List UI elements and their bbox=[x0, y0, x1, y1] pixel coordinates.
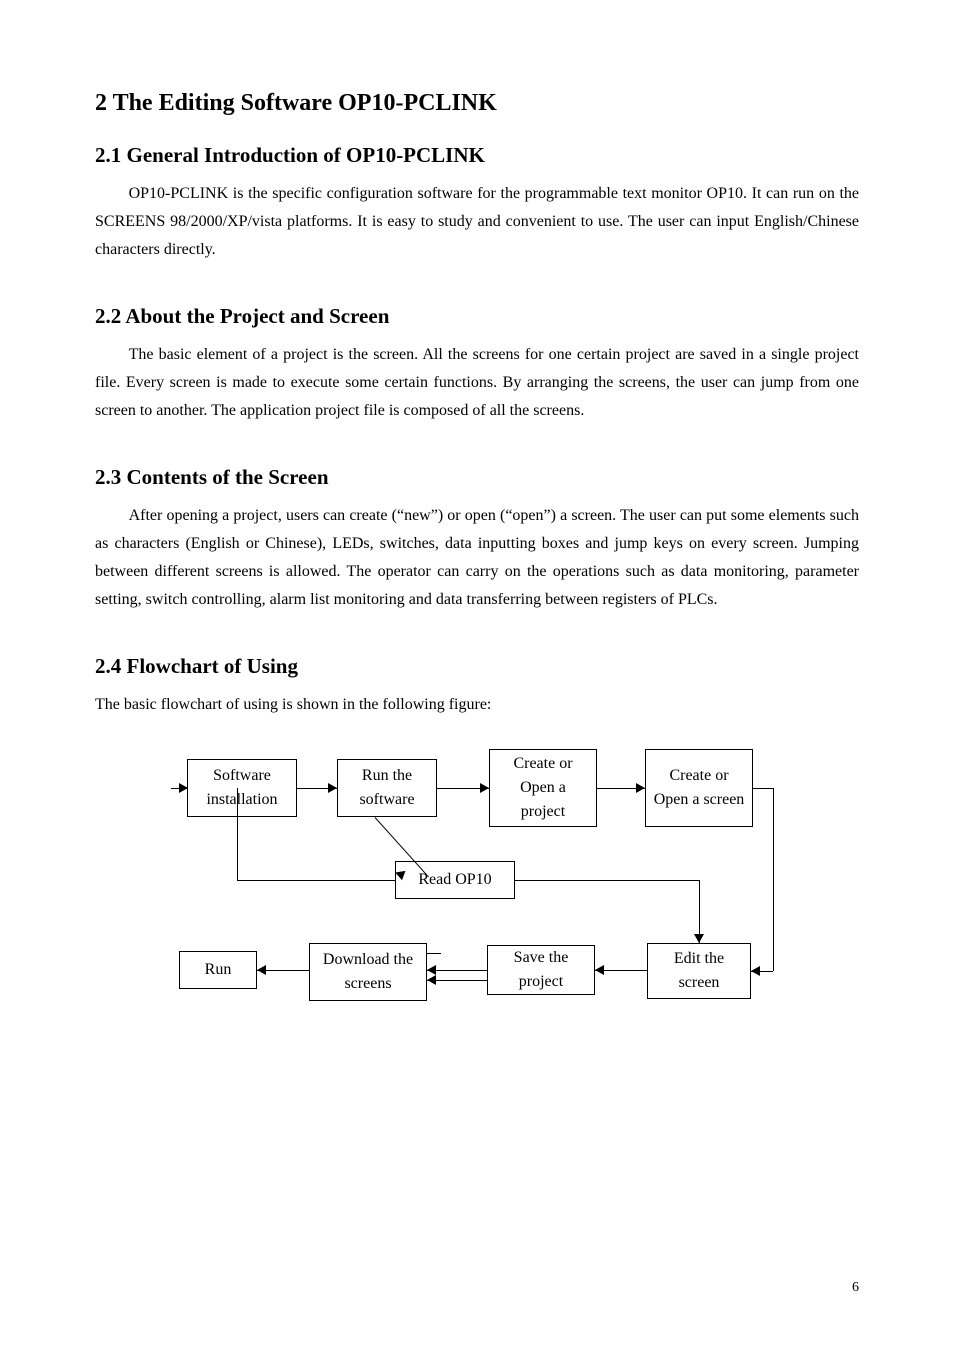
flow-node-save-project: Save the project bbox=[487, 945, 595, 995]
flow-node-create-open-project: Create or Open a project bbox=[489, 749, 597, 827]
flow-edge-n8-n7-b bbox=[427, 980, 487, 981]
section-2-4-heading: 2.4 Flowchart of Using bbox=[95, 654, 859, 679]
flow-edge-n5-up bbox=[237, 788, 238, 880]
page-number: 6 bbox=[852, 1280, 859, 1296]
flow-arrowhead-n7-n6 bbox=[257, 965, 266, 975]
flow-node-read-op10: Read OP10 bbox=[395, 861, 515, 899]
flow-node-create-open-screen: Create or Open a screen bbox=[645, 749, 753, 827]
flow-arrowhead-n8-n7-b bbox=[427, 975, 436, 985]
flow-node-software-installation: Software installation bbox=[187, 759, 297, 817]
flow-arrowhead-n1-n2 bbox=[328, 783, 337, 793]
flow-node-run-software: Run the software bbox=[337, 759, 437, 817]
flow-edge-n7-stub bbox=[427, 953, 441, 954]
flow-arrowhead-n2-n3 bbox=[480, 783, 489, 793]
flow-arrowhead-n3-n4 bbox=[636, 783, 645, 793]
flow-arrowhead-n8-n7 bbox=[427, 965, 436, 975]
flow-node-run: Run bbox=[179, 951, 257, 989]
flow-edge-n4-out bbox=[753, 788, 773, 789]
flow-edge-n8-n7 bbox=[427, 970, 487, 971]
section-2-3-heading: 2.3 Contents of the Screen bbox=[95, 465, 859, 490]
chapter-title: 2 The Editing Software OP10-PCLINK bbox=[95, 90, 859, 117]
flow-edge-right-vertical bbox=[773, 788, 774, 971]
section-2-1-heading: 2.1 General Introduction of OP10-PCLINK bbox=[95, 143, 859, 168]
flow-node-download-screens: Download the screens bbox=[309, 943, 427, 1001]
flowchart-using: Software installation Run the software C… bbox=[177, 741, 777, 1021]
flow-arrowhead-down-n9 bbox=[694, 934, 704, 943]
section-2-3-body: After opening a project, users can creat… bbox=[95, 502, 859, 614]
section-2-2-body: The basic element of a project is the sc… bbox=[95, 341, 859, 425]
flow-node-edit-screen: Edit the screen bbox=[647, 943, 751, 999]
flow-arrowhead-n9-n8 bbox=[595, 965, 604, 975]
section-2-1-body: OP10-PCLINK is the specific configuratio… bbox=[95, 180, 859, 264]
flow-edge-n5-to-vert bbox=[699, 880, 700, 902]
flow-arrowhead-into-n1 bbox=[179, 783, 188, 793]
section-2-2-heading: 2.2 About the Project and Screen bbox=[95, 304, 859, 329]
section-2-4-intro: The basic flowchart of using is shown in… bbox=[95, 691, 859, 719]
flow-edge-n5-right bbox=[515, 880, 699, 881]
flow-arrowhead-into-n9-right bbox=[751, 966, 760, 976]
flow-edge-n5-left bbox=[237, 880, 395, 881]
